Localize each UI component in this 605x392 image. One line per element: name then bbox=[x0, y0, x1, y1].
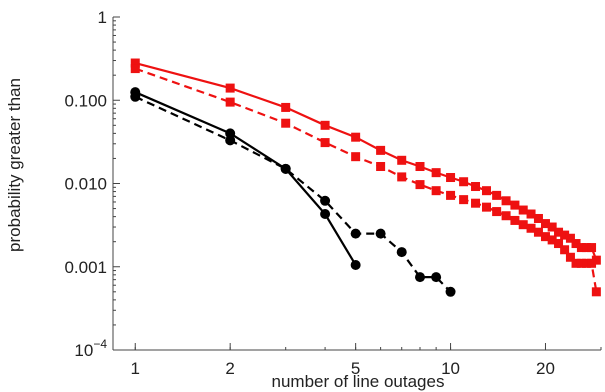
data-point bbox=[526, 223, 536, 233]
data-point bbox=[351, 132, 361, 142]
y-tick-label: 10−4 bbox=[74, 337, 107, 360]
data-point bbox=[533, 213, 543, 223]
data-point bbox=[225, 97, 235, 107]
y-tick-label: 1 bbox=[98, 8, 107, 27]
data-point bbox=[225, 83, 235, 93]
data-point bbox=[571, 239, 581, 249]
data-point bbox=[376, 162, 386, 172]
series-4 bbox=[130, 91, 456, 297]
data-point bbox=[501, 196, 511, 206]
data-point bbox=[547, 235, 557, 245]
data-point bbox=[281, 118, 291, 128]
x-tick-label: 10 bbox=[441, 359, 460, 378]
data-point bbox=[396, 247, 407, 258]
data-point bbox=[587, 243, 597, 253]
x-tick-label: 2 bbox=[225, 359, 234, 378]
data-point bbox=[351, 152, 361, 162]
data-point bbox=[582, 258, 592, 268]
data-point bbox=[540, 219, 550, 229]
y-tick-label: 0.010 bbox=[64, 175, 107, 194]
data-point bbox=[591, 287, 601, 297]
series-layer bbox=[130, 58, 601, 297]
data-point bbox=[431, 186, 441, 196]
data-point bbox=[560, 245, 570, 255]
data-point bbox=[459, 195, 469, 205]
data-point bbox=[492, 190, 502, 200]
data-point bbox=[320, 209, 331, 220]
data-point bbox=[350, 259, 361, 270]
data-point bbox=[130, 64, 140, 74]
data-point bbox=[130, 58, 140, 68]
data-point bbox=[547, 222, 557, 232]
series-2 bbox=[130, 64, 601, 297]
data-point bbox=[471, 182, 481, 192]
data-point bbox=[375, 228, 386, 239]
x-tick-label: 1 bbox=[131, 359, 140, 378]
data-point bbox=[320, 120, 330, 130]
data-point bbox=[446, 173, 456, 183]
data-point bbox=[397, 172, 407, 182]
data-point bbox=[446, 190, 456, 200]
data-point bbox=[587, 258, 597, 268]
data-point bbox=[571, 258, 581, 268]
data-point bbox=[576, 243, 586, 253]
data-point bbox=[281, 102, 291, 112]
data-point bbox=[576, 258, 586, 268]
data-point bbox=[554, 227, 564, 237]
data-point bbox=[225, 135, 236, 146]
data-point bbox=[130, 91, 141, 102]
y-axis-title: probability greater than bbox=[5, 78, 24, 252]
data-point bbox=[481, 186, 491, 196]
data-point bbox=[320, 195, 331, 206]
series-line bbox=[134, 67, 598, 292]
x-tick-label: 5 bbox=[351, 359, 360, 378]
data-point bbox=[565, 233, 575, 243]
series-1 bbox=[130, 58, 601, 265]
data-point bbox=[431, 168, 441, 178]
y-tick-label: 0.100 bbox=[64, 91, 107, 110]
axes: 10−4 0.001 0.010 0.100 1 1 2 5 10 20 bbox=[64, 8, 602, 378]
data-point bbox=[459, 177, 469, 187]
data-point bbox=[397, 155, 407, 165]
data-point bbox=[415, 162, 425, 172]
data-point bbox=[540, 232, 550, 242]
data-point bbox=[431, 272, 442, 283]
data-point bbox=[350, 228, 361, 239]
data-point bbox=[510, 215, 520, 225]
data-point bbox=[471, 198, 481, 208]
series-3 bbox=[130, 87, 361, 270]
x-axis-title: number of line outages bbox=[272, 372, 445, 391]
data-point bbox=[501, 211, 511, 221]
data-point bbox=[481, 202, 491, 212]
data-point bbox=[591, 255, 601, 265]
series-line bbox=[134, 91, 357, 266]
data-point bbox=[225, 128, 236, 139]
data-point bbox=[554, 239, 564, 249]
data-point bbox=[415, 272, 426, 283]
y-tick-label: 0.001 bbox=[64, 258, 107, 277]
data-point bbox=[533, 227, 543, 237]
data-point bbox=[320, 138, 330, 148]
data-point bbox=[518, 205, 528, 215]
data-point bbox=[582, 243, 592, 253]
data-point bbox=[565, 252, 575, 262]
data-point bbox=[518, 220, 528, 230]
data-point bbox=[445, 286, 456, 297]
data-point bbox=[415, 180, 425, 190]
data-point bbox=[510, 200, 520, 210]
series-line bbox=[134, 95, 452, 293]
data-point bbox=[492, 207, 502, 217]
data-point bbox=[526, 209, 536, 219]
data-point bbox=[560, 230, 570, 240]
x-tick-label: 20 bbox=[536, 359, 555, 378]
data-point bbox=[376, 145, 386, 155]
data-point bbox=[280, 163, 291, 174]
